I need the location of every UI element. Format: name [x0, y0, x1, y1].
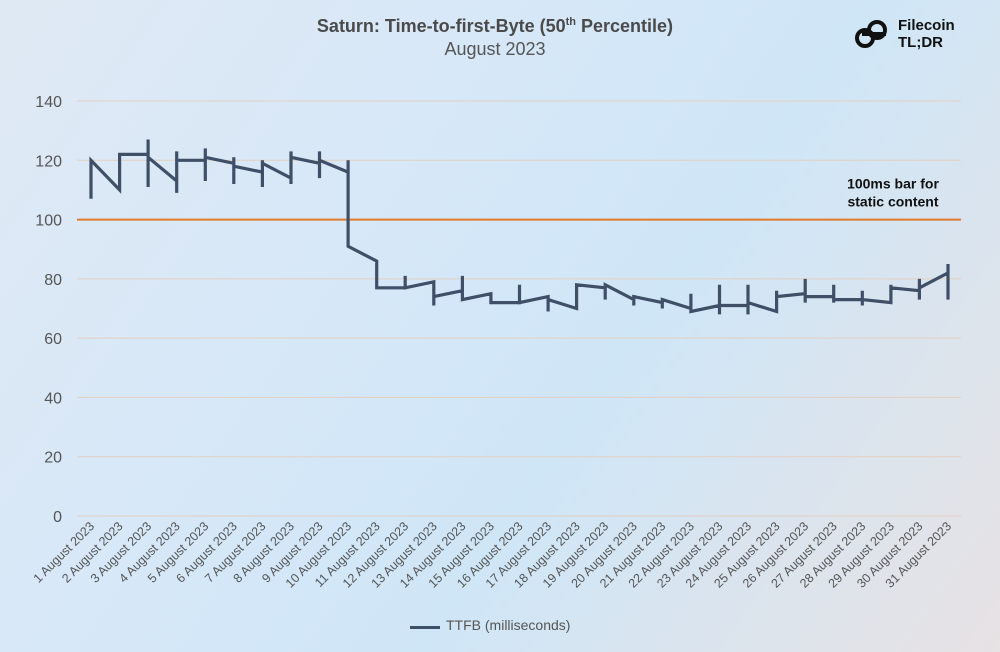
y-tick-label-60: 60 — [44, 331, 62, 348]
y-tick-label-140: 140 — [35, 94, 62, 111]
chart-title-sup: th — [565, 16, 577, 28]
reference-label-line2: static content — [847, 194, 938, 210]
y-tick-label-120: 120 — [35, 153, 62, 170]
chart-title: Saturn: Time-to-first-Byte (50th Percent… — [0, 16, 990, 37]
series-group — [89, 139, 950, 315]
grid-lines — [77, 100, 961, 517]
logo-line1: Filecoin — [898, 17, 955, 34]
series-line-ttfb — [89, 139, 950, 315]
y-tick-label-20: 20 — [44, 450, 62, 467]
legend-label-ttfb: TTFB (milliseconds) — [446, 617, 571, 633]
y-tick-label-0: 0 — [53, 509, 62, 526]
chart-subtitle: August 2023 — [444, 39, 546, 59]
y-tick-label-80: 80 — [44, 272, 62, 289]
y-tick-label-100: 100 — [35, 213, 62, 230]
filecoin-f-icon — [855, 20, 887, 48]
legend-swatch-ttfb — [410, 626, 440, 629]
y-tick-label-40: 40 — [44, 390, 62, 407]
chart-title-suffix: Percentile) — [576, 16, 674, 36]
y-axis-ticks: 0 20 40 60 80 100 120 140 — [35, 94, 62, 526]
chart-title-prefix: Saturn: Time-to-first-Byte (50 — [316, 16, 566, 36]
reference-label-line1: 100ms bar for — [847, 176, 939, 192]
logo-text: Filecoin TL;DR — [898, 17, 955, 51]
reference-line-group: 100ms bar for static content — [77, 176, 961, 221]
logo-line2: TL;DR — [898, 34, 943, 51]
filecoin-tldr-logo: Filecoin TL;DR — [852, 16, 992, 56]
